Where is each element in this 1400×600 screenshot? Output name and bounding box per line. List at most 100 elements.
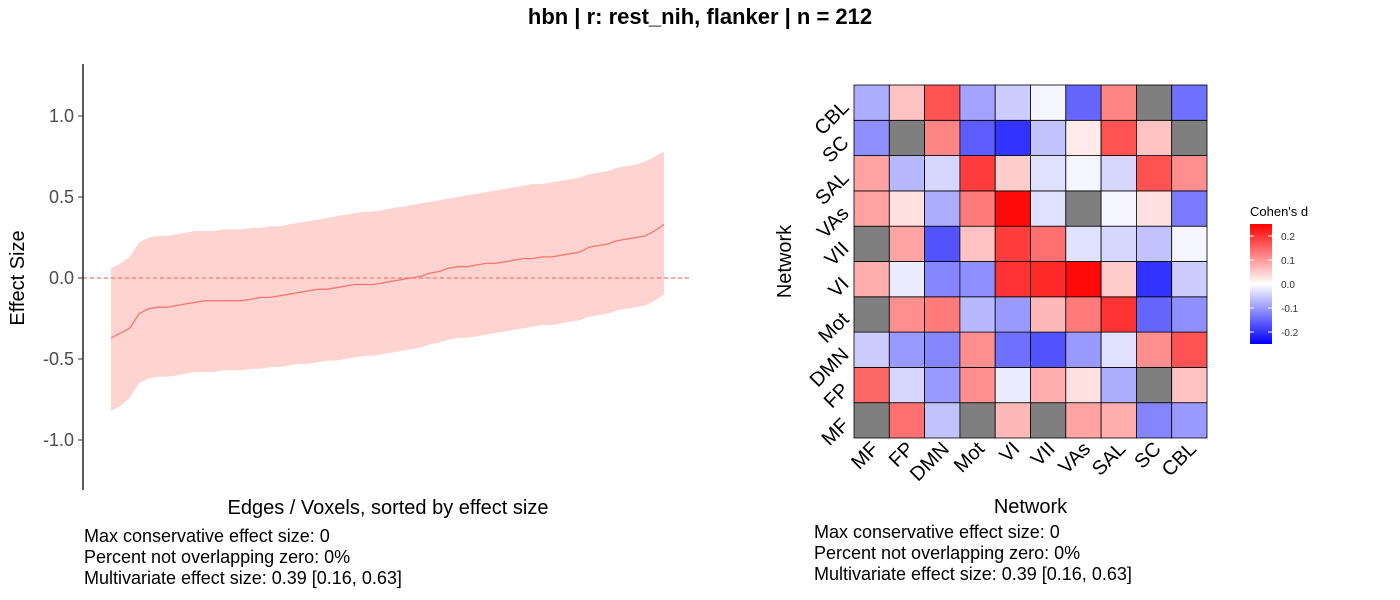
heatmap-cell: [888, 84, 925, 121]
left-caption-multivariate: Multivariate effect size: 0.39 [0.16, 0.…: [84, 568, 402, 588]
heatmap-cell: [853, 296, 890, 333]
heatmap-cell: [1171, 155, 1208, 192]
heatmap-x-tick-label: Mot: [950, 438, 989, 477]
legend-colorbar: [1250, 224, 1272, 344]
heatmap-cell: [1100, 261, 1137, 298]
y-tick-label: 0.0: [49, 268, 74, 288]
heatmap-cell: [924, 366, 961, 404]
heatmap-cell: [888, 331, 925, 368]
heatmap-cell: [1065, 261, 1102, 298]
heatmap-x-tick-label: VII: [1027, 438, 1060, 471]
heatmap-cell: [1171, 402, 1208, 439]
heatmap-cell: [924, 190, 961, 227]
heatmap-cell: [888, 402, 925, 439]
heatmap-cell: [1136, 84, 1173, 121]
heatmap-cell: [1030, 296, 1067, 333]
heatmap-cell: [853, 119, 890, 157]
heatmap-cell: [924, 261, 961, 298]
y-tick-label: 1.0: [49, 106, 74, 126]
y-tick-label: -1.0: [43, 430, 74, 450]
heatmap-cell: [924, 155, 961, 192]
legend-tick-label: 0.2: [1281, 232, 1295, 243]
heatmap-y-tick-label: VII: [821, 238, 854, 271]
heatmap-cell: [1100, 84, 1137, 121]
heatmap-y-tick-label: CBL: [810, 97, 853, 140]
heatmap-cell: [888, 155, 925, 192]
heatmap-cell: [1030, 155, 1067, 192]
heatmap-cell: [1171, 261, 1208, 298]
heatmap-cell: [994, 261, 1031, 298]
heatmap-cell: [1100, 119, 1137, 157]
heatmap-cell: [1136, 296, 1173, 333]
heatmap-cell: [1065, 190, 1102, 227]
heatmap-cell: [1171, 84, 1208, 121]
heatmap-cell: [1171, 296, 1208, 333]
figure-title: hbn | r: rest_nih, flanker | n = 212: [527, 4, 873, 29]
heatmap-cell: [1065, 225, 1102, 262]
heatmap-cell: [924, 296, 961, 333]
heatmap-cell: [1030, 261, 1067, 298]
heatmap-cell: [959, 225, 996, 262]
heatmap-cell: [1065, 84, 1102, 121]
left-caption-percent-overlap: Percent not overlapping zero: 0%: [84, 547, 351, 567]
heatmap-cell: [959, 119, 996, 157]
left-caption-max-conservative: Max conservative effect size: 0: [84, 526, 330, 546]
heatmap-x-tick-label: VAs: [1055, 438, 1095, 478]
heatmap-cell: [1030, 225, 1067, 262]
effect-size-line: [110, 223, 665, 339]
left-summary-caption: Max conservative effect size: 0 Percent …: [84, 526, 402, 589]
heatmap-cell: [924, 225, 961, 262]
effect-size-line-chart: 1.0 0.5 0.0 -0.5 -1.0 Edges / Voxels, sorted …: [7, 64, 692, 519]
heatmap-cell: [1065, 402, 1102, 439]
heatmap-cell: [994, 296, 1031, 333]
heatmap-cell: [959, 155, 996, 192]
heatmap-cell: [994, 84, 1031, 121]
heatmap-cell: [1100, 331, 1137, 368]
heatmap-cell: [924, 402, 961, 439]
heatmap-cell: [1136, 331, 1173, 368]
heatmap-cell: [1171, 366, 1208, 404]
heatmap-cell: [1030, 366, 1067, 404]
legend-tick-label: 0.0: [1281, 280, 1295, 291]
right-caption-multivariate: Multivariate effect size: 0.39 [0.16, 0.…: [814, 564, 1132, 584]
heatmap-cell: [1065, 119, 1102, 157]
heatmap-y-axis-title: Network: [774, 224, 796, 298]
heatmap-cell: [1100, 296, 1137, 333]
heatmap-cell: [853, 331, 890, 368]
heatmap-cell: [1100, 190, 1137, 227]
heatmap-cell: [1100, 402, 1137, 439]
heatmap-cell: [994, 225, 1031, 262]
heatmap-cell: [888, 296, 925, 333]
heatmap-cell: [1171, 190, 1208, 227]
heatmap-x-tick-label: MF: [847, 438, 883, 474]
color-legend: Cohen's d 0.2 0.1 0.0 -0.1 -0.2: [1250, 204, 1308, 344]
heatmap-cell: [1030, 331, 1067, 368]
legend-tick-label: -0.2: [1281, 328, 1299, 339]
y-axis-title: Effect Size: [7, 230, 29, 325]
heatmap-cell: [1136, 225, 1173, 262]
heatmap-y-tick-label: VAs: [813, 203, 853, 243]
heatmap-cell: [853, 225, 890, 262]
heatmap-cell: [959, 366, 996, 404]
heatmap-y-tick-label: SAL: [811, 167, 853, 209]
heatmap-cell: [1171, 331, 1208, 368]
heatmap-cell: [1136, 261, 1173, 298]
y-tick-label: -0.5: [43, 349, 74, 369]
right-caption-percent-overlap: Percent not overlapping zero: 0%: [814, 543, 1081, 563]
heatmap-y-tick-label: Mot: [814, 308, 853, 347]
heatmap-x-tick-label: DMN: [906, 438, 954, 486]
right-summary-caption: Max conservative effect size: 0 Percent …: [814, 522, 1132, 585]
heatmap-cell: [1171, 225, 1208, 262]
heatmap-cell: [1030, 84, 1067, 121]
heatmap-x-tick-label: SAL: [1088, 438, 1130, 480]
heatmap-cell: [994, 119, 1031, 157]
heatmap-cell: [994, 190, 1031, 227]
confidence-band: [111, 151, 664, 411]
heatmap-x-tick-label: VI: [995, 438, 1024, 467]
heatmap-cell: [924, 119, 961, 157]
heatmap-x-tick-label: CBL: [1158, 438, 1201, 481]
heatmap-cell: [959, 402, 996, 439]
heatmap-cell: [853, 190, 890, 227]
heatmap-cell: [959, 261, 996, 298]
heatmap-cell: [994, 155, 1031, 192]
